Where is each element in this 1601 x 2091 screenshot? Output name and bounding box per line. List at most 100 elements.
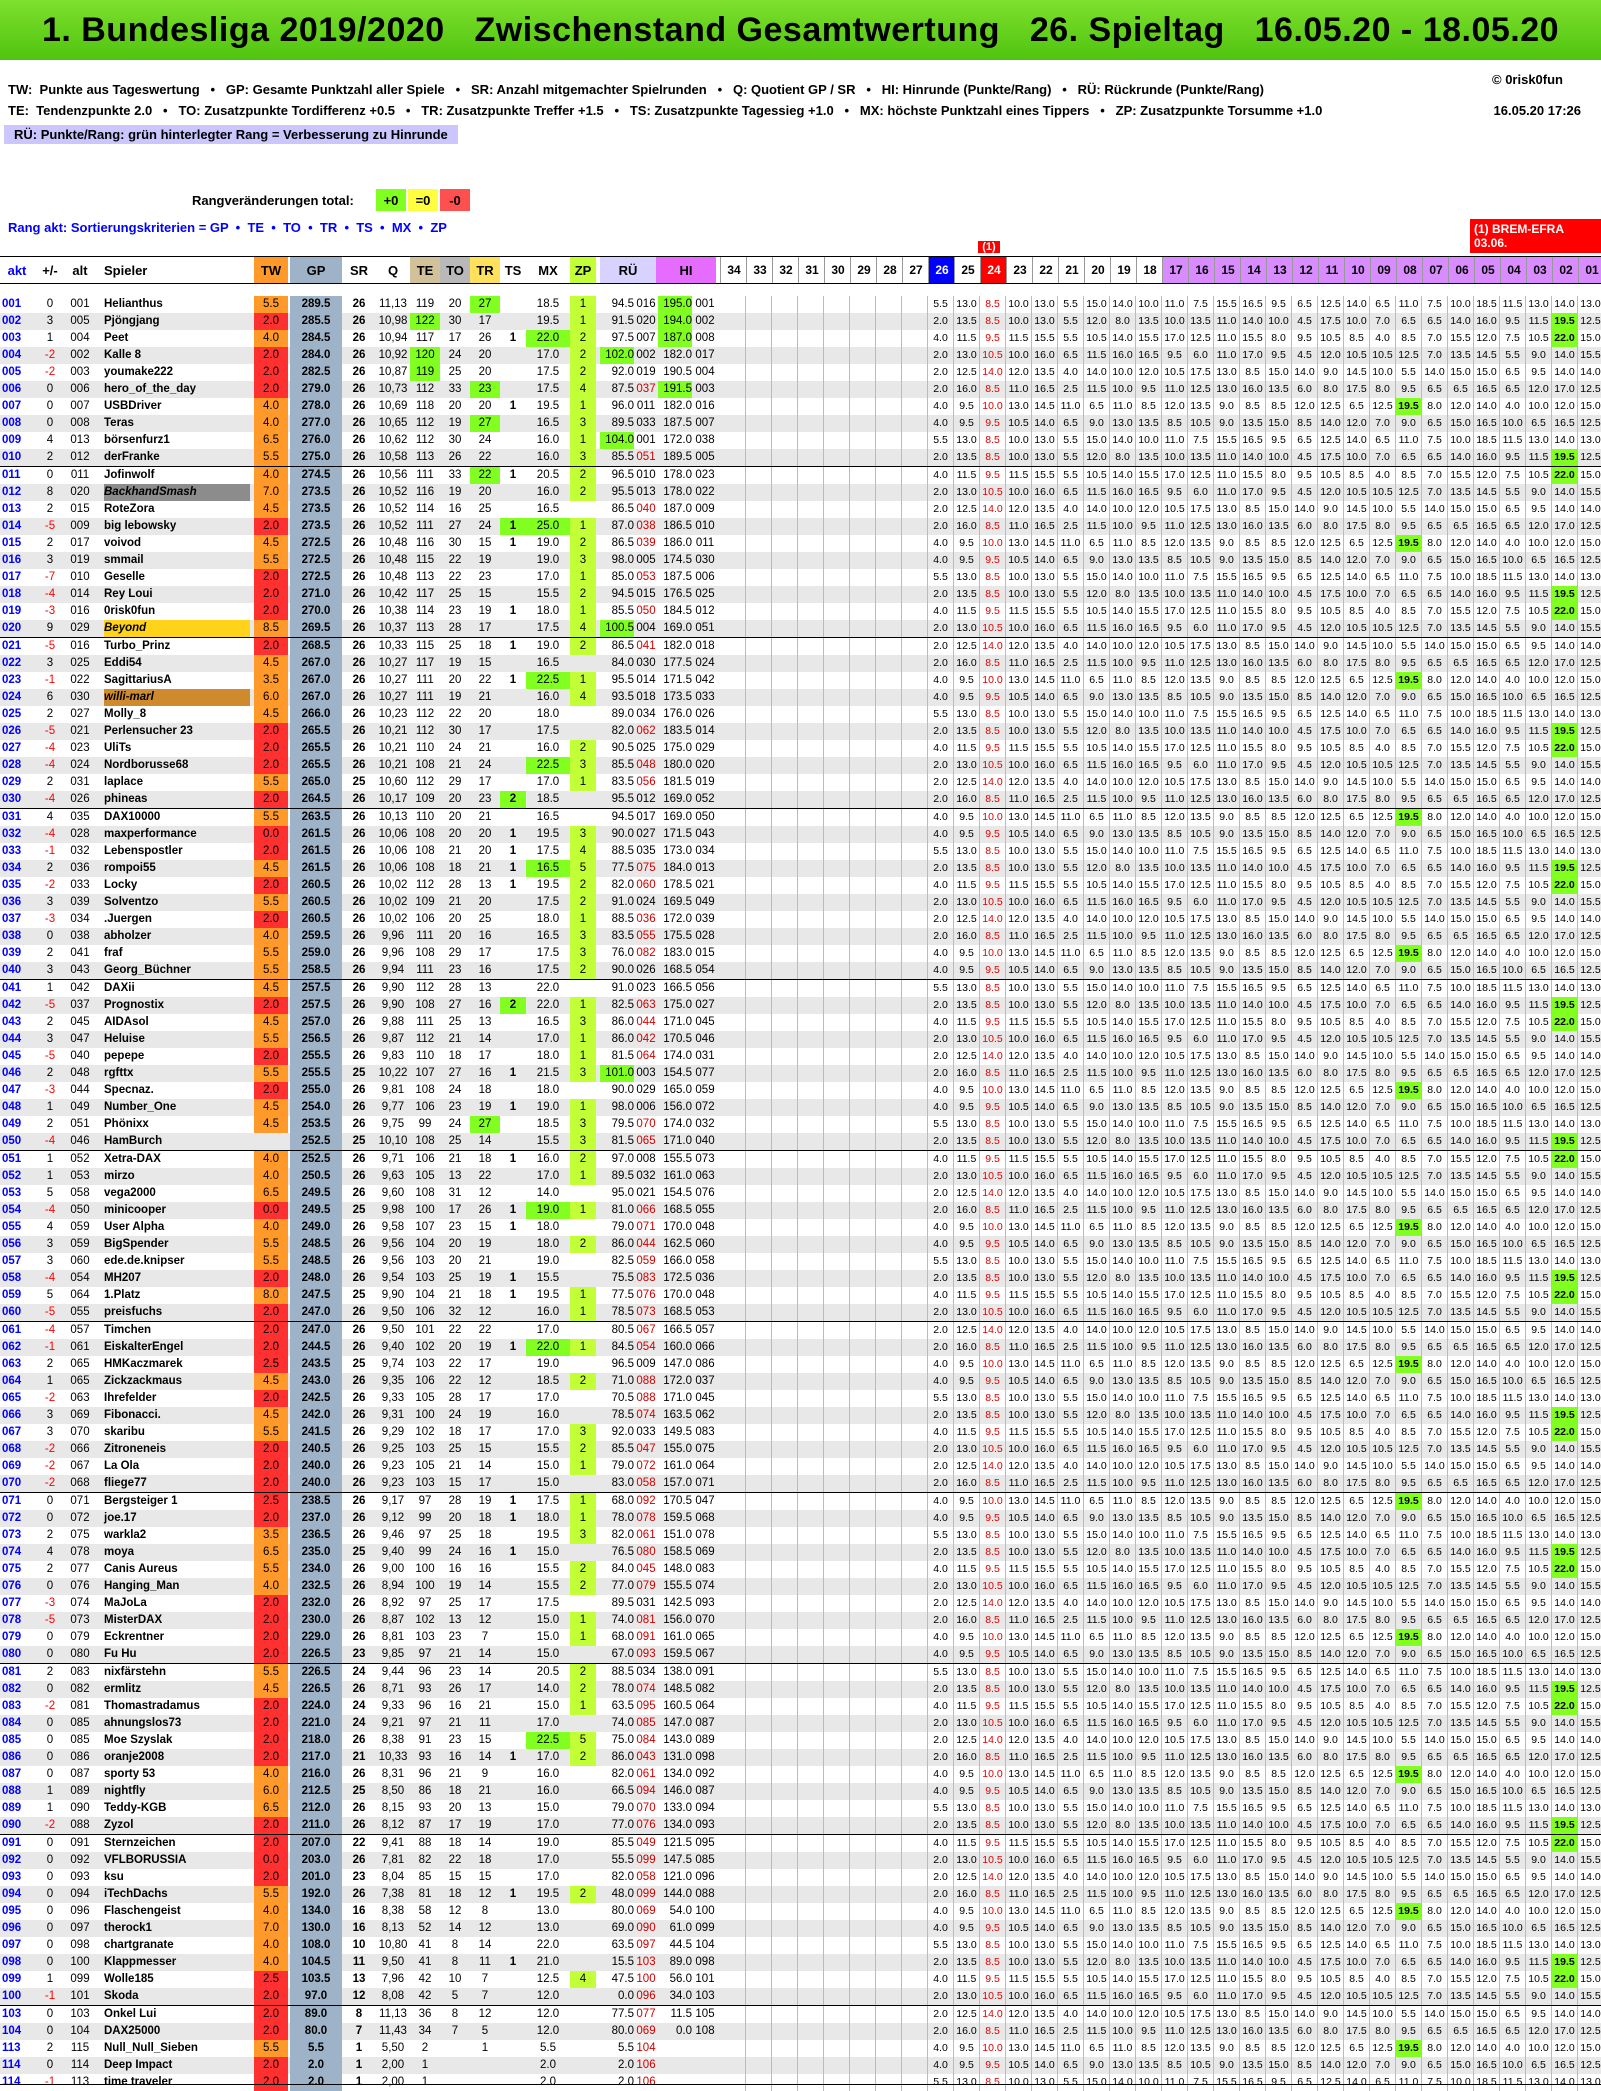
day-score: 8.5 — [985, 1477, 1000, 1489]
prev-rank-cell: 051 — [70, 1118, 90, 1130]
day-score: 13.5 — [1268, 793, 1289, 805]
day-score: 9.0 — [1219, 1512, 1234, 1524]
day-score: 2.5 — [1063, 1888, 1078, 1900]
day-score: 9.5 — [1531, 1597, 1546, 1609]
hi-points: 144.0 — [663, 1888, 692, 1900]
rank-cell: 053 — [2, 1187, 22, 1199]
day-score: 6.5 — [1089, 1905, 1104, 1917]
day-score: 14.0 — [1034, 1101, 1055, 1113]
day-score: 12.5 — [1580, 1375, 1601, 1387]
day-score: 10.5 — [1164, 640, 1185, 652]
day-score: 10.0 — [1372, 640, 1393, 652]
day-score: 12.5 — [1580, 1101, 1601, 1113]
day-score: 6.0 — [1297, 1751, 1312, 1763]
hi-rank: 040 — [695, 1135, 715, 1147]
day-score: 12.0 — [1320, 1443, 1341, 1455]
day-score: 7.0 — [1375, 1546, 1390, 1558]
day-score: 9.5 — [1141, 520, 1156, 532]
hi-points: 166.0 — [663, 1255, 692, 1267]
delta-cell: -5 — [44, 1614, 56, 1626]
day-score: 10.0 — [1346, 1683, 1367, 1695]
day-grid — [720, 518, 1601, 535]
day-score: 14.0 — [1034, 691, 1055, 703]
day-score: 14.0 — [1294, 366, 1315, 378]
day-score: 14.0 — [1294, 913, 1315, 925]
day-score: 12.0 — [1554, 674, 1575, 686]
day-score: 9.0 — [1089, 1922, 1104, 1934]
ru-points: 89.5 — [611, 1170, 634, 1182]
day-score: 11.0 — [1216, 1409, 1237, 1421]
day-score: 9.0 — [1401, 1375, 1416, 1387]
day-score: 7.5 — [1193, 1666, 1208, 1678]
day-score: 6.5 — [1427, 1272, 1442, 1284]
ts-cell — [500, 569, 526, 586]
day-score: 4.5 — [1297, 1683, 1312, 1695]
prev-rank-cell: 085 — [70, 1734, 90, 1746]
day-score: 13.5 — [1450, 486, 1471, 498]
ru-points: 66.5 — [611, 1785, 634, 1797]
day-score: 4.0 — [933, 1084, 948, 1096]
day-score: 8.5 — [1141, 674, 1156, 686]
day-score: 13.0 — [1528, 845, 1549, 857]
ru-points: 55.5 — [611, 1854, 634, 1866]
day-score: 14.0 — [1086, 2008, 1107, 2020]
zp-cell — [570, 1646, 596, 1663]
day-score: 13.0 — [1008, 1905, 1029, 1917]
sr-cell: 22 — [352, 1837, 366, 1849]
day-score: 4.0 — [933, 1512, 948, 1524]
day-score: 10.0 — [1346, 588, 1367, 600]
to-cell: 16 — [448, 503, 462, 515]
ts-cell: 1 — [509, 1751, 517, 1763]
ru-rank: 014 — [636, 674, 656, 686]
zp-cell: 1 — [570, 398, 596, 415]
day-score: 17.0 — [1164, 742, 1185, 754]
hi-points: 134.0 — [663, 1768, 692, 1780]
day-score: 11.0 — [1216, 1170, 1237, 1182]
day-grid — [720, 928, 1601, 945]
table-row: 050 -4 046 HamBurch 252.5 25 10,10 108 25 14 15.5 3… — [0, 1133, 1601, 1150]
day-score: 13.0 — [1580, 1529, 1601, 1541]
day-score: 9.5 — [1505, 1135, 1520, 1147]
day-score: 8.5 — [1349, 1016, 1364, 1028]
day-score: 13.5 — [1190, 1819, 1211, 1831]
day-score: 12.5 — [1372, 1905, 1393, 1917]
delta-cell: 4 — [46, 1221, 54, 1233]
day-score: 19.5 — [1552, 586, 1577, 603]
day-score: 11.5 — [1008, 605, 1029, 617]
day-score: 11.5 — [1008, 1016, 1029, 1028]
prev-rank-cell: 100 — [70, 1956, 90, 1968]
tw-cell: 2.0 — [254, 877, 288, 894]
day-score: 12.5 — [956, 1871, 977, 1883]
day-score: 16.0 — [1242, 1204, 1263, 1216]
day-score: 9.5 — [1141, 657, 1156, 669]
day-score: 15.5 — [1580, 1170, 1601, 1182]
day-score: 10.5 — [982, 1443, 1003, 1455]
q-cell: 9,83 — [381, 1050, 405, 1062]
tr-cell: 19 — [478, 1272, 492, 1284]
day-score: 4.0 — [933, 1358, 948, 1370]
day-score: 9.5 — [985, 605, 1000, 617]
player-name: 1.Platz — [104, 1289, 141, 1301]
day-score: 6.5 — [1401, 1135, 1416, 1147]
day-grid — [720, 1595, 1601, 1612]
day-score: 12.0 — [1008, 776, 1029, 788]
day-score: 12.0 — [1164, 1495, 1185, 1507]
mx-cell: 17.0 — [536, 776, 560, 788]
te-cell: 97 — [418, 1597, 432, 1609]
day-score: 16.0 — [956, 657, 977, 669]
day-score: 13.0 — [1528, 1392, 1549, 1404]
day-score: 6.5 — [1089, 400, 1104, 412]
day-score: 14.0 — [1424, 503, 1445, 515]
tw-cell: 2.0 — [254, 1629, 288, 1646]
day-score: 10.0 — [1138, 1666, 1159, 1678]
ru-rank: 099 — [636, 1888, 656, 1900]
day-score: 12.0 — [1294, 947, 1315, 959]
day-score: 14.5 — [1476, 759, 1497, 771]
delta-cell: 9 — [46, 622, 54, 634]
day-score: 11.5 — [1528, 451, 1549, 463]
te-cell: 107 — [415, 1067, 435, 1079]
ru-points: 78.0 — [611, 1683, 634, 1695]
day-score: 10.5 — [1372, 1033, 1393, 1045]
zp-cell: 3 — [570, 1065, 596, 1082]
day-score: 22.0 — [1552, 877, 1577, 894]
